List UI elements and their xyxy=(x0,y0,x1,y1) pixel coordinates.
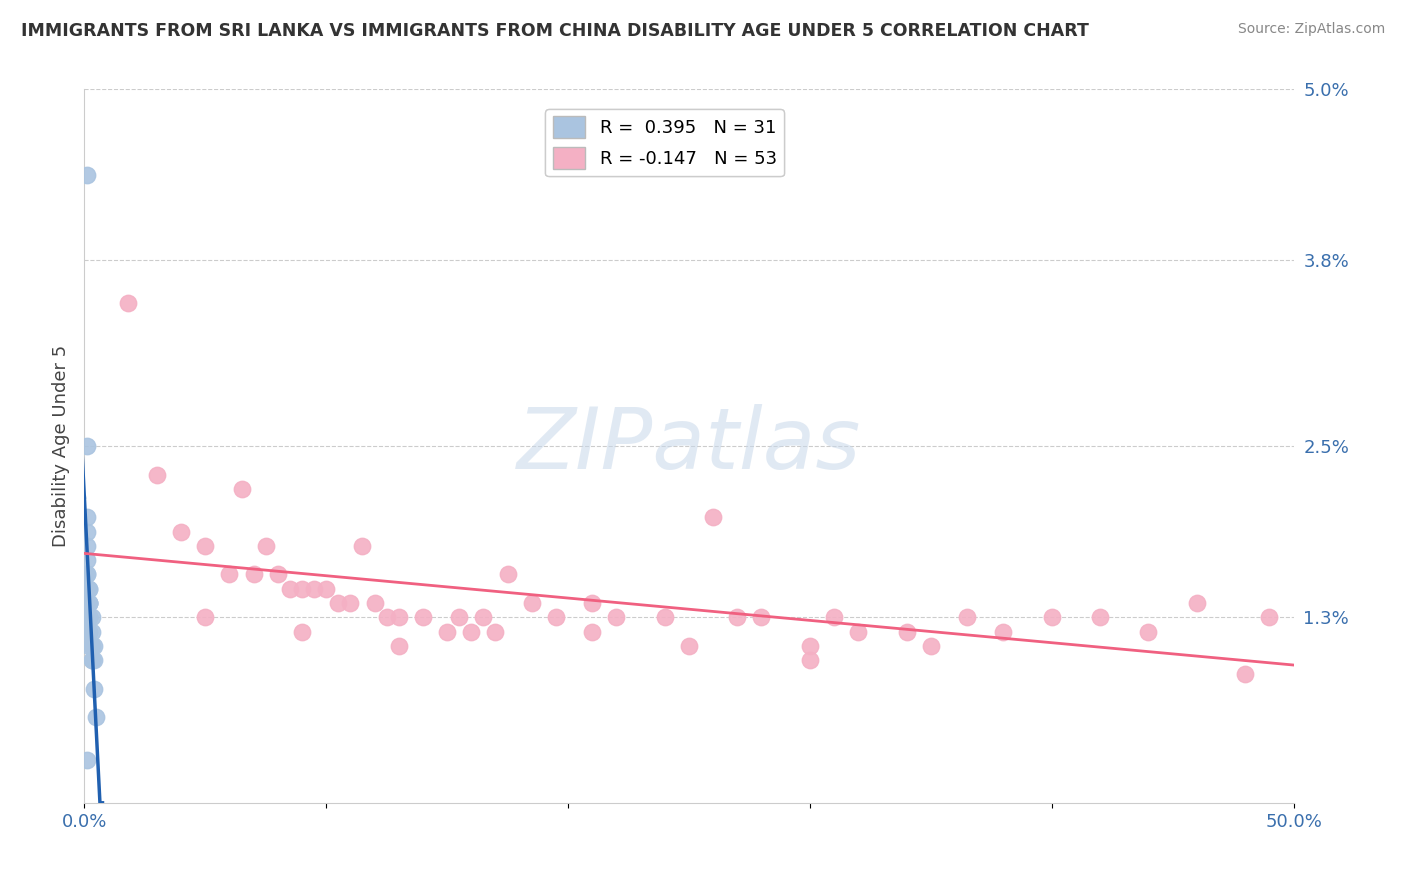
Point xyxy=(956,610,979,624)
Text: Source: ZipAtlas.com: Source: ZipAtlas.com xyxy=(1237,22,1385,37)
Point xyxy=(725,610,748,624)
Point xyxy=(388,639,411,653)
Point xyxy=(605,610,627,624)
Point xyxy=(231,482,253,496)
Point xyxy=(449,610,471,624)
Point xyxy=(76,567,98,582)
Point xyxy=(278,582,301,596)
Point xyxy=(352,539,374,553)
Point xyxy=(751,610,773,624)
Point xyxy=(77,610,100,624)
Point xyxy=(1088,610,1111,624)
Point xyxy=(678,639,700,653)
Point xyxy=(339,596,361,610)
Point xyxy=(170,524,193,539)
Point xyxy=(76,524,98,539)
Point xyxy=(254,539,277,553)
Point xyxy=(472,610,495,624)
Point xyxy=(194,610,217,624)
Point xyxy=(194,539,217,553)
Point xyxy=(76,567,98,582)
Point xyxy=(484,624,506,639)
Point xyxy=(242,567,264,582)
Point xyxy=(76,539,98,553)
Point xyxy=(460,624,482,639)
Text: ZIPatlas: ZIPatlas xyxy=(517,404,860,488)
Point xyxy=(77,610,100,624)
Point xyxy=(80,639,103,653)
Point xyxy=(218,567,240,582)
Point xyxy=(702,510,724,524)
Point xyxy=(83,681,105,696)
Point xyxy=(80,653,103,667)
Point xyxy=(436,624,458,639)
Point xyxy=(315,582,337,596)
Point xyxy=(1234,667,1257,681)
Point xyxy=(77,596,100,610)
Point xyxy=(1137,624,1160,639)
Point xyxy=(77,582,100,596)
Point xyxy=(77,596,100,610)
Point xyxy=(83,639,105,653)
Point xyxy=(896,624,918,639)
Point xyxy=(388,610,411,624)
Point xyxy=(846,624,869,639)
Point xyxy=(76,439,98,453)
Point xyxy=(581,624,603,639)
Point xyxy=(302,582,325,596)
Y-axis label: Disability Age Under 5: Disability Age Under 5 xyxy=(52,345,70,547)
Point xyxy=(799,653,821,667)
Point xyxy=(77,624,100,639)
Point xyxy=(77,639,100,653)
Point xyxy=(267,567,290,582)
Point xyxy=(117,296,139,310)
Point xyxy=(76,582,98,596)
Point xyxy=(80,610,103,624)
Point xyxy=(520,596,543,610)
Point xyxy=(76,510,98,524)
Point xyxy=(291,624,314,639)
Point xyxy=(77,610,100,624)
Point xyxy=(80,624,103,639)
Legend: R =  0.395   N = 31, R = -0.147   N = 53: R = 0.395 N = 31, R = -0.147 N = 53 xyxy=(546,109,785,177)
Point xyxy=(328,596,350,610)
Text: IMMIGRANTS FROM SRI LANKA VS IMMIGRANTS FROM CHINA DISABILITY AGE UNDER 5 CORREL: IMMIGRANTS FROM SRI LANKA VS IMMIGRANTS … xyxy=(21,22,1090,40)
Point xyxy=(1040,610,1063,624)
Point xyxy=(823,610,845,624)
Point xyxy=(496,567,519,582)
Point xyxy=(993,624,1015,639)
Point xyxy=(86,710,108,724)
Point xyxy=(77,582,100,596)
Point xyxy=(799,639,821,653)
Point xyxy=(77,624,100,639)
Point xyxy=(76,553,98,567)
Point xyxy=(146,467,169,482)
Point xyxy=(412,610,434,624)
Point xyxy=(581,596,603,610)
Point xyxy=(654,610,676,624)
Point xyxy=(77,596,100,610)
Point xyxy=(83,653,105,667)
Point xyxy=(375,610,398,624)
Point xyxy=(291,582,314,596)
Point xyxy=(920,639,942,653)
Point xyxy=(76,168,98,182)
Point xyxy=(76,753,98,767)
Point xyxy=(363,596,385,610)
Point xyxy=(544,610,567,624)
Point xyxy=(1258,610,1281,624)
Point xyxy=(80,653,103,667)
Point xyxy=(1185,596,1208,610)
Point xyxy=(77,596,100,610)
